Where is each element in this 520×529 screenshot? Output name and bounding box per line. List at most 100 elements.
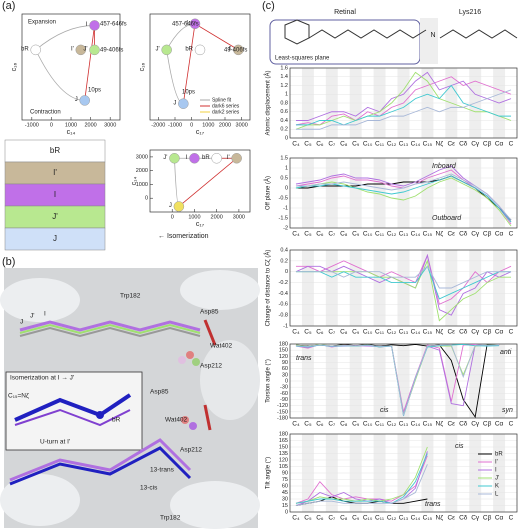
y-tick-label: 0.4 <box>280 247 288 253</box>
y-tick-label: 30 <box>282 496 288 502</box>
x-tick-label: C₉ <box>352 231 360 238</box>
annotation: cis <box>380 407 389 414</box>
x-tick-label: C₉ <box>352 329 360 336</box>
structure-label: 13-trans <box>150 467 175 474</box>
panel-label: (a) <box>2 0 15 12</box>
x-tick-label: C <box>509 515 514 522</box>
y-tick-label: 90 <box>282 470 288 476</box>
x-tick-label: Cα <box>495 421 504 428</box>
annotation: 10ps <box>182 90 195 96</box>
band-shade <box>445 158 458 228</box>
point-label: I <box>186 20 188 26</box>
x-tick-label: Nζ <box>436 141 444 148</box>
y-tick-label: 0.5 <box>280 175 288 181</box>
point-label: I' <box>227 155 230 161</box>
x-tick-label: C₄ <box>292 421 300 428</box>
y-tick-label: 15 <box>282 503 288 509</box>
state-point <box>75 44 87 56</box>
state-label: I <box>54 190 56 199</box>
y-tick-label: -60 <box>280 391 288 397</box>
x-tick-label: C₁₂ <box>387 421 397 428</box>
state-point <box>178 98 189 109</box>
y-tick-label: -0.2 <box>279 280 288 286</box>
state-point <box>189 153 200 164</box>
x-tick-label: Cγ <box>471 515 480 522</box>
x-tick-label: 0 <box>50 122 53 128</box>
x-tick-label: 2000 <box>219 122 231 128</box>
x-tick-label: Cε <box>447 515 455 522</box>
annotation: Expansion <box>28 20 56 26</box>
structure-label: Asp212 <box>180 447 202 454</box>
y-tick-label: 120 <box>279 457 288 463</box>
x-tick-label: C₁₂ <box>387 515 397 522</box>
x-tick-label: 3000 <box>236 122 248 128</box>
y-tick-label: 45 <box>282 490 288 496</box>
state-point <box>169 153 180 164</box>
structure-label: 13-cis <box>140 485 158 492</box>
x-tick-label: C₁₅ <box>423 329 433 336</box>
x-tick-label: Cγ <box>471 231 480 238</box>
x-tick-label: C₈ <box>340 231 348 238</box>
x-tick-label: 0 <box>171 214 174 220</box>
annotation: 49-406fs <box>100 48 123 54</box>
point-label: I <box>86 22 88 28</box>
legend-label: I' <box>495 460 498 466</box>
y-tick-label: -2 <box>283 225 288 231</box>
plot-frame <box>149 13 251 121</box>
series-line <box>295 84 512 126</box>
x-tick-label: C₁₄ <box>411 141 421 148</box>
y-tick-label: 0 <box>145 196 148 202</box>
x-tick-label: C₁₄ <box>411 421 421 428</box>
plot-frame <box>289 67 518 139</box>
state-swatch <box>4 227 106 251</box>
x-tick-label: Cβ <box>483 515 492 522</box>
x-tick-label: C₁₃ <box>399 141 409 148</box>
x-tick-label: C₁₀ <box>363 141 373 148</box>
x-tick-label: C₁₅ <box>423 421 433 428</box>
band-shade <box>349 250 362 326</box>
series-line <box>295 453 428 504</box>
x-tick-label: C₈ <box>340 141 348 148</box>
x-tick-label: C₁₂ <box>387 141 397 148</box>
state-label: J' <box>52 212 58 221</box>
y-tick-label: -120 <box>277 403 288 409</box>
y-tick-label: 0 <box>285 185 288 191</box>
point-label: J' <box>83 46 87 52</box>
point-label: J <box>169 203 172 209</box>
x-tick-label: Cε <box>447 231 455 238</box>
y-tick-label: 150 <box>279 444 288 450</box>
y-tick-label: 60 <box>282 483 288 489</box>
y-tick-label: 90 <box>282 360 288 366</box>
series-line <box>295 89 512 130</box>
x-tick-label: C₅ <box>304 231 312 238</box>
series-line <box>295 464 428 506</box>
annotation: Inboard <box>432 163 457 170</box>
legend-label: I <box>495 468 497 474</box>
y-tick-label: 0.2 <box>280 127 288 133</box>
series-line <box>295 177 512 227</box>
x-tick-label: Cδ <box>459 329 468 336</box>
series-line <box>295 265 512 300</box>
y-tick-label: 105 <box>279 464 288 470</box>
x-tick-label: C₇ <box>328 515 335 522</box>
y-tick-label: 150 <box>279 348 288 354</box>
retinal-structure <box>269 18 518 65</box>
x-tick-label: C₁₂ <box>387 231 397 238</box>
x-tick-label: C₁₅ <box>423 231 433 238</box>
x-tick-label: Cε <box>447 329 455 336</box>
x-tick-label: Cγ <box>471 421 480 428</box>
x-tick-label: Cβ <box>483 141 492 148</box>
x-tick-label: C₉ <box>352 141 360 148</box>
x-tick-label: Cε <box>447 141 455 148</box>
x-tick-label: Cγ <box>471 141 480 148</box>
x-tick-label: 1000 <box>188 214 200 220</box>
state-point <box>30 44 41 56</box>
band-shade <box>397 158 410 228</box>
x-tick-label: Cδ <box>459 421 468 428</box>
x-tick-label: C₉ <box>352 515 360 522</box>
y-tick-label: 0.6 <box>280 109 288 115</box>
band-shade <box>421 158 434 228</box>
y-tick-label: 0 <box>285 269 288 275</box>
y-tick-label: -90 <box>280 397 288 403</box>
